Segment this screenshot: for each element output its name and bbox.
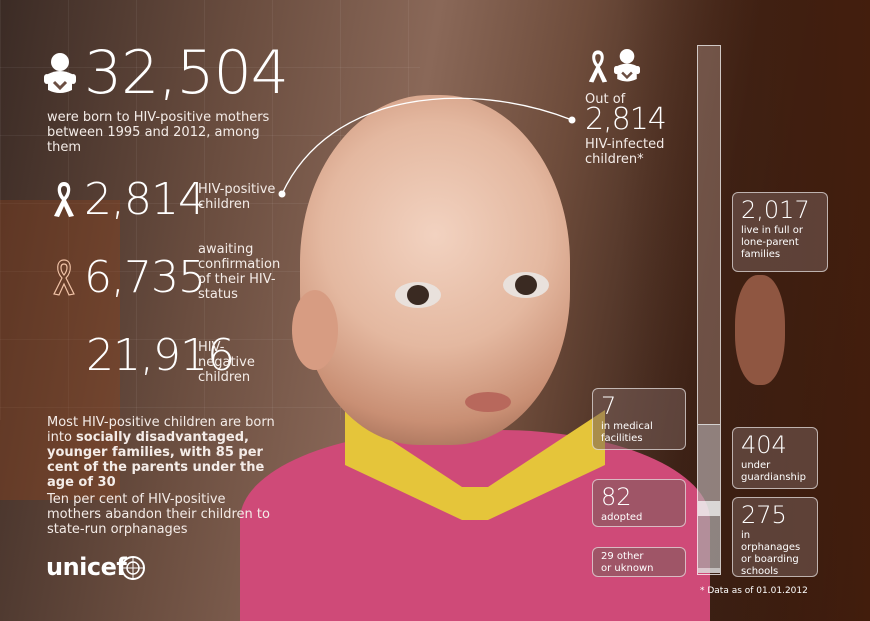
ribbon-icon (588, 50, 608, 83)
breakdown-total-label: HIV-infected children* (585, 137, 665, 167)
note-1-bold: socially disadvantaged, younger families… (47, 430, 265, 490)
callout-orphanages-value: 275 (741, 501, 787, 529)
seg-orphanages (698, 516, 720, 568)
callout-other-value: 29 other (601, 551, 644, 562)
ribbon-outline-icon (53, 259, 75, 296)
callout-guardianship: 404 under guardianship (732, 427, 818, 489)
baby-icon (44, 53, 76, 93)
breakdown-total: 2,814 (585, 102, 667, 137)
callout-other-label: or uknown (601, 563, 654, 574)
note-1-plain: Most HIV-positive children are born into (47, 415, 275, 445)
seg-guardianship (698, 425, 720, 501)
callout-adopted-label: adopted (601, 512, 643, 523)
ribbon-icon (54, 182, 74, 217)
unicef-logo-text: unicef (46, 553, 127, 581)
unicef-logo: unicef (46, 553, 127, 581)
callout-other: 29 other or uknown (592, 547, 686, 577)
callout-medical-value: 7 (601, 392, 617, 420)
callout-orphanages-label: in orphanages or boarding schools (741, 530, 801, 577)
positive-value: 2,814 (84, 174, 206, 225)
note-paragraph-1: Most HIV-positive children are born into… (47, 415, 292, 490)
callout-adopted-value: 82 (601, 483, 632, 511)
seg-other (698, 568, 720, 573)
seg-families (698, 46, 720, 424)
baby-icon (614, 48, 640, 82)
awaiting-value: 6,735 (84, 252, 206, 303)
out-of-label: Out of (585, 92, 626, 107)
footnote: * Data as of 01.01.2012 (700, 586, 808, 596)
callout-orphanages: 275 in orphanages or boarding schools (732, 497, 818, 577)
callout-medical: 7 in medical facilities (592, 388, 686, 450)
seg-adopted (698, 501, 720, 516)
negative-value: 21,916 (86, 330, 235, 381)
seg-medical (698, 424, 720, 425)
negative-label: HIV-negative children (198, 340, 255, 385)
born-total-description: were born to HIV-positive mothers betwee… (47, 110, 270, 155)
callout-medical-label: in medical facilities (601, 421, 653, 444)
unicef-emblem-icon (121, 556, 145, 580)
callout-families-label: live in full or lone-parent families (741, 225, 803, 260)
note-paragraph-2: Ten per cent of HIV-positive mothers aba… (47, 492, 270, 537)
callout-families: 2,017 live in full or lone-parent famili… (732, 192, 828, 272)
positive-label: HIV-positive children (198, 182, 276, 212)
born-total-value: 32,504 (84, 38, 289, 108)
breakdown-stacked-bar (697, 45, 721, 575)
callout-guardianship-value: 404 (741, 431, 787, 459)
callout-adopted: 82 adopted (592, 479, 686, 527)
callout-guardianship-label: under guardianship (741, 460, 807, 483)
awaiting-label: awaiting confirmation of their HIV-statu… (198, 242, 281, 302)
callout-families-value: 2,017 (741, 196, 810, 224)
